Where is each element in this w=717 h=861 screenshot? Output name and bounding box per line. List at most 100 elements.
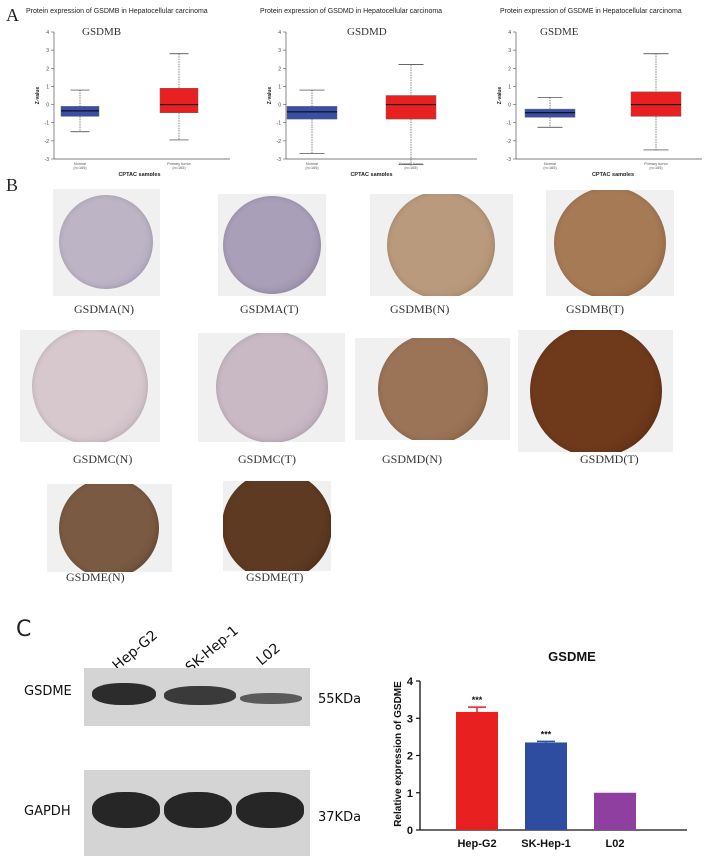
group-n: (n=165) [404, 166, 418, 170]
band-gsdme-skhep1 [164, 686, 236, 705]
y-tick-label: 0 [46, 103, 49, 109]
y-tick-label: 0 [278, 103, 281, 109]
y-tick-label: 2 [407, 751, 413, 763]
x-axis-label: CPTAC samples [350, 172, 392, 176]
y-axis-label: Z-value [267, 87, 273, 105]
y-tick-label: 0 [407, 825, 413, 837]
y-axis-label: Z-value [35, 87, 41, 105]
tissue-core [223, 481, 331, 571]
y-tick-label: -3 [507, 157, 512, 163]
y-tick-label: 1 [508, 84, 511, 90]
y-tick-label: -2 [507, 139, 512, 145]
boxplot-1: Protein expression of GSDMB in Hepatocel… [20, 6, 240, 176]
ihc-label: GSDMD(N) [382, 452, 442, 466]
ihc-label: GSDMB(T) [566, 302, 625, 316]
y-tick-label: 3 [508, 48, 511, 54]
bar [525, 742, 567, 830]
band-gsdme-hepg2 [92, 683, 156, 705]
y-tick-label: -1 [507, 121, 512, 127]
lane-label-l02: L02 [253, 640, 284, 669]
y-tick-label: 4 [278, 30, 281, 36]
panel-label-b: B [6, 175, 19, 195]
bar [456, 711, 498, 830]
y-tick-label: -2 [45, 139, 50, 145]
group-label: Normal [74, 162, 86, 166]
box-tumor [385, 95, 437, 120]
blot-gsdme [84, 668, 310, 726]
y-tick-label: 1 [407, 788, 413, 800]
group-label: Normal [306, 162, 318, 166]
ihc-image [20, 330, 160, 442]
significance-label: *** [541, 729, 552, 739]
ihc-image [518, 330, 673, 452]
bar-chart-gsdme: GSDME Relative expression of GSDME 0 1 2 3 4… [393, 649, 687, 850]
group-label: Primary tumor [644, 162, 669, 166]
ihc-label: GSDMB(N) [390, 302, 450, 316]
blot-size-37: 37KDa [318, 810, 362, 825]
boxplot-title: Protein expression of GSDME in Hepatocel… [500, 8, 682, 15]
band-gapdh-hepg2 [92, 792, 160, 828]
x-tick-label: SK-Hep-1 [521, 838, 571, 850]
y-tick-label: 3 [46, 48, 49, 54]
blot-size-55: 55KDa [318, 692, 362, 707]
band-gapdh-skhep1 [164, 792, 232, 828]
x-tick-label: Hep-G2 [457, 838, 496, 850]
ihc-image [198, 333, 345, 442]
group-n: (n=165) [543, 166, 557, 170]
tissue-core [554, 190, 666, 296]
boxplot-title: Protein expression of GSDMD in Hepatocel… [260, 8, 443, 15]
y-tick-label: 3 [278, 48, 281, 54]
boxplot-title: Protein expression of GSDMB in Hepatocel… [26, 8, 208, 15]
bar [594, 792, 636, 830]
group-label: Primary tumor [167, 162, 192, 166]
boxplot-gene-label: GSDMB [82, 26, 122, 38]
boxplot-2: Protein expression of GSDMD in Hepatocel… [252, 6, 487, 176]
band-gapdh-l02 [236, 792, 304, 828]
y-tick-label: -1 [277, 121, 282, 127]
tissue-core [387, 194, 495, 296]
ihc-image [223, 481, 331, 571]
band-gsdme-l02 [240, 693, 302, 704]
tissue-core [59, 195, 153, 289]
bar-chart-title: GSDME [548, 649, 596, 664]
significance-label: *** [472, 695, 483, 705]
y-tick-label: -1 [45, 121, 50, 127]
blot-gapdh [84, 770, 310, 856]
tissue-core [223, 196, 321, 294]
ihc-label: GSDMD(T) [580, 452, 639, 466]
y-tick-label: 4 [407, 676, 414, 688]
y-tick-label: 4 [46, 30, 49, 36]
x-axis-label: CPTAC samples [118, 172, 160, 176]
panel-label-a: A [6, 5, 19, 25]
group-n: (n=165) [73, 166, 87, 170]
y-tick-label: 2 [278, 66, 281, 72]
ihc-image [546, 190, 674, 296]
y-axis-label: Z-value [497, 87, 503, 105]
ihc-label: GSDME(N) [66, 570, 125, 584]
blot-label-gapdh: GAPDH [24, 804, 71, 819]
y-tick-label: 2 [46, 66, 49, 72]
y-tick-label: -2 [277, 139, 282, 145]
boxplot-gene-label: GSDMD [347, 26, 387, 38]
ihc-label: GSDMC(T) [238, 452, 297, 466]
ihc-label: GSDMA(N) [74, 302, 134, 316]
group-label: Primary tumor [399, 162, 424, 166]
ihc-image [53, 189, 160, 296]
group-n: (n=165) [172, 166, 186, 170]
ihc-image [355, 338, 510, 440]
tissue-core [59, 484, 159, 572]
y-tick-label: -3 [277, 157, 282, 163]
y-tick-label: 0 [508, 103, 511, 109]
box-normal [286, 106, 338, 120]
tissue-core [530, 330, 662, 452]
boxplot-3: Protein expression of GSDME in Hepatocel… [492, 6, 712, 176]
y-tick-label: 4 [508, 30, 511, 36]
y-tick-label: 2 [508, 66, 511, 72]
tissue-core [32, 330, 148, 442]
tissue-core [378, 338, 488, 440]
ihc-label: GSDME(T) [246, 570, 304, 584]
y-tick-label: 1 [46, 84, 49, 90]
group-n: (n=165) [305, 166, 319, 170]
blot-label-gsdme: GSDME [24, 684, 72, 699]
